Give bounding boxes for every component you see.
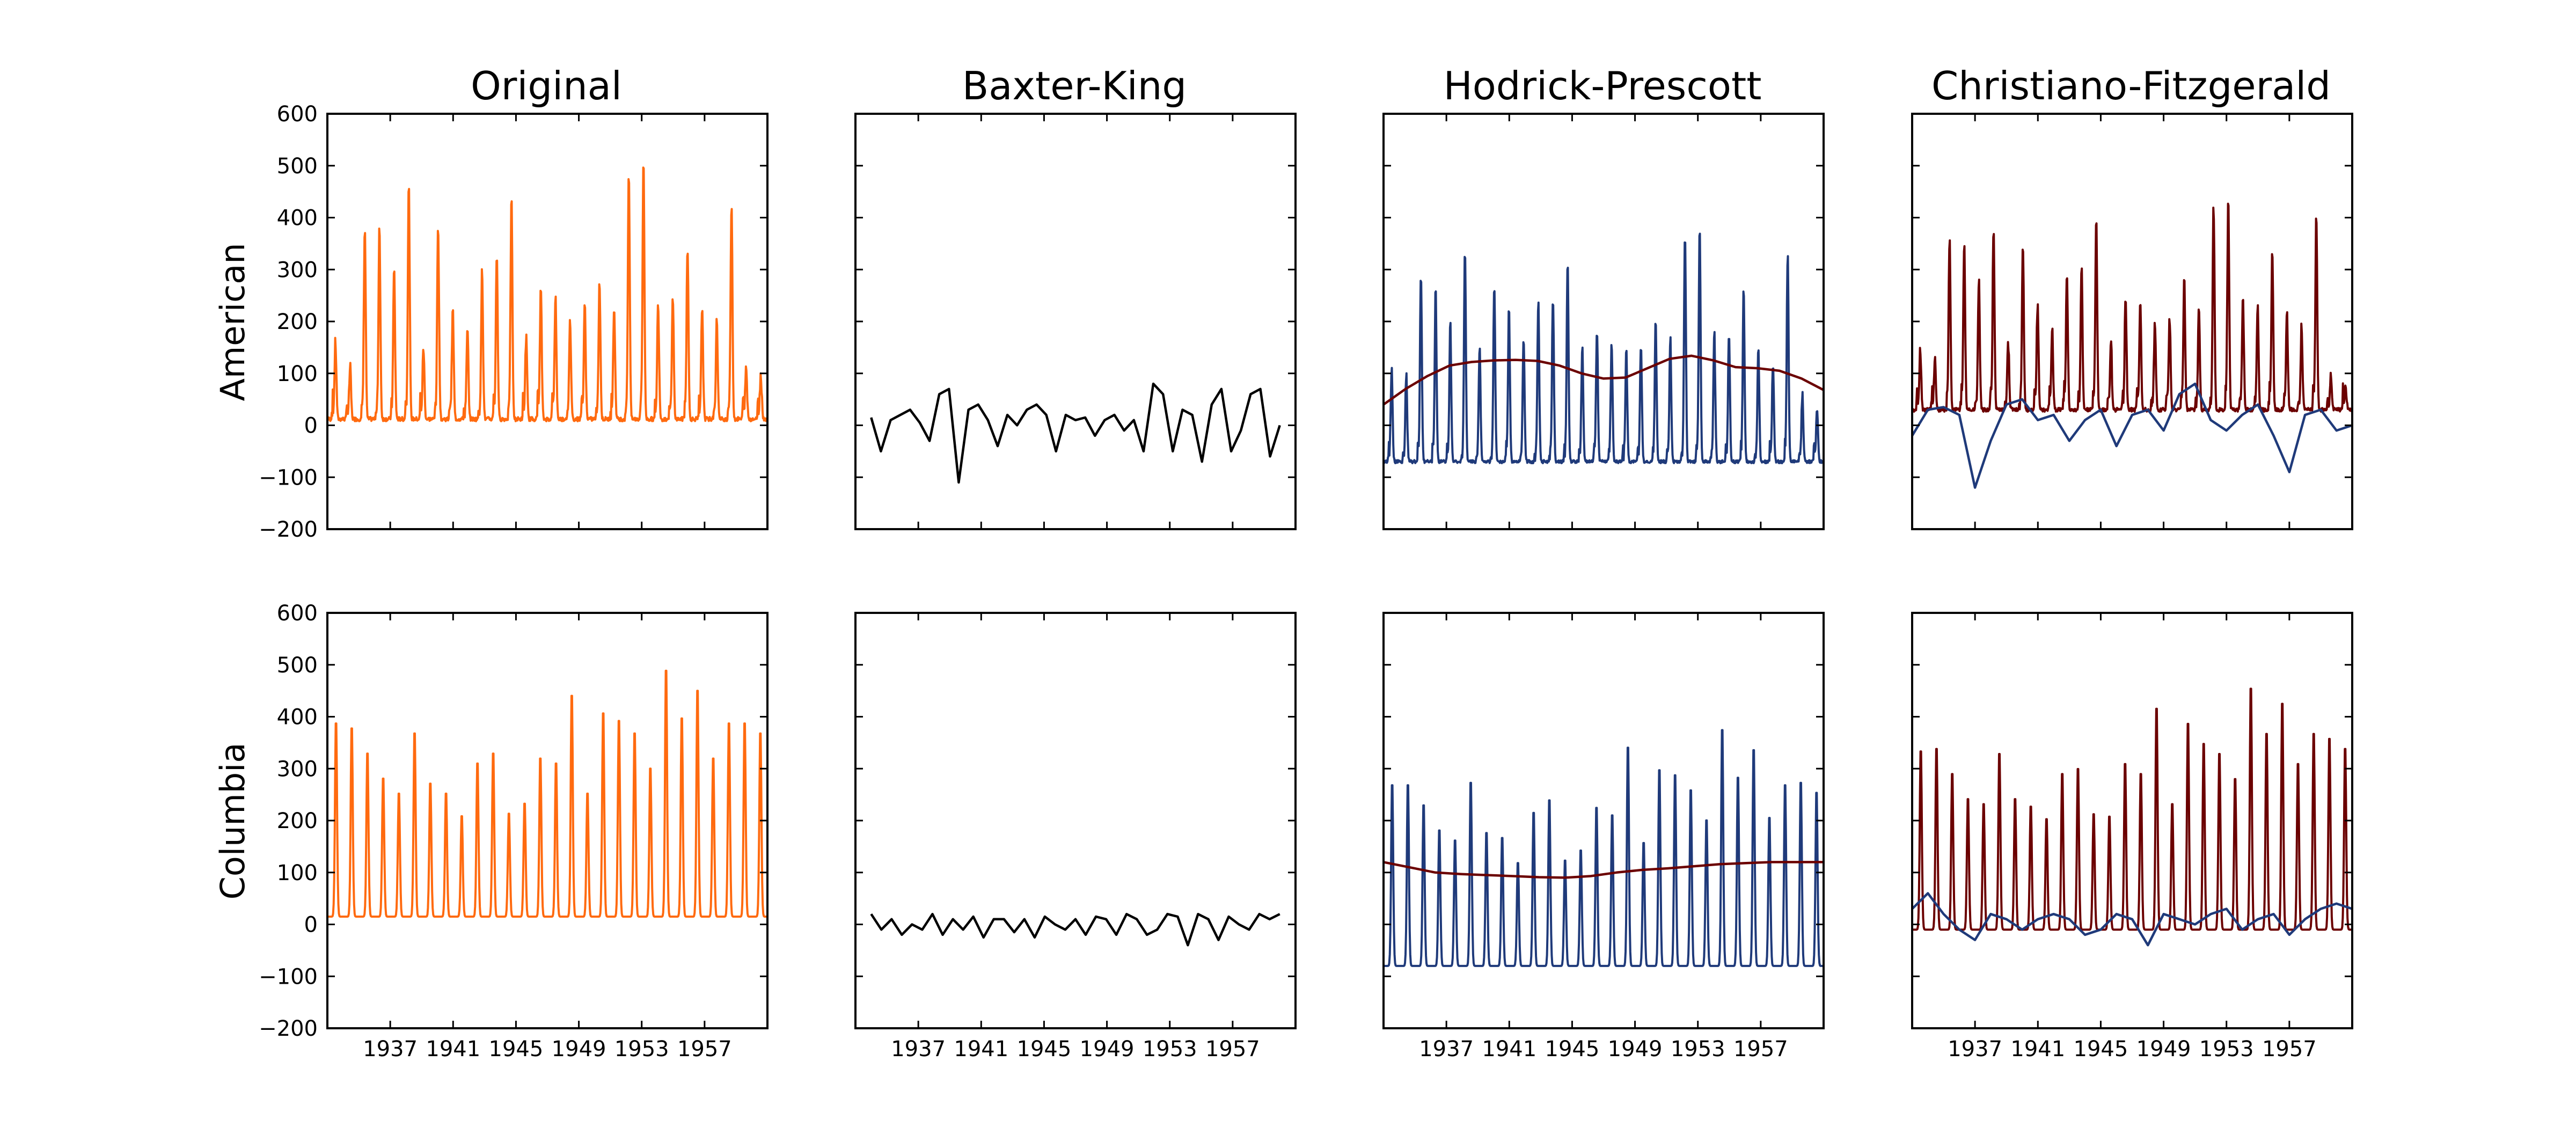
series-line-original (327, 166, 767, 422)
x-tick-label: 1941 (954, 1037, 1008, 1062)
y-tick-label: 600 (277, 102, 318, 127)
panel-columbia-original: −200 −100 0 100 200 300 400 500 600 1937 1941 1945 1… (259, 601, 769, 1062)
y-tick-label: 300 (277, 757, 318, 781)
series-line-trend (1912, 687, 2352, 931)
x-tick-label: 1949 (1080, 1037, 1135, 1062)
y-tick-label: −100 (259, 964, 318, 989)
row-label-columbia: Columbia (213, 743, 252, 900)
x-tick-label: 1953 (614, 1037, 669, 1062)
panel-american-original: −200 −100 0 100 200 300 400 500 600 (259, 102, 769, 542)
x-tick-label: 1945 (2074, 1037, 2128, 1062)
x-tick-label: 1941 (1482, 1037, 1536, 1062)
series-line-hp_cycle (1912, 892, 2352, 947)
x-tick-label: 1937 (1948, 1037, 2002, 1062)
y-tick-label: 100 (277, 362, 318, 386)
y-tick-label: 400 (277, 206, 318, 231)
x-tick-label: 1937 (1419, 1037, 1474, 1062)
column-title-christiano-fitzgerald: Christiano-Fitzgerald (1931, 63, 2331, 108)
series-group (1912, 687, 2352, 947)
y-tick-label: 200 (277, 809, 318, 833)
series-line-trend (1384, 354, 1824, 406)
series-group (1384, 729, 1824, 967)
series-group (1384, 232, 1824, 465)
series-line-cycle (870, 912, 1280, 947)
series-group (1912, 202, 2352, 489)
x-tick-label: 1937 (891, 1037, 946, 1062)
panel-american-baxter-king (854, 113, 1297, 530)
x-tick-label: 1941 (426, 1037, 480, 1062)
series-line-trend (1912, 202, 2352, 413)
x-tick-label: 1957 (677, 1037, 732, 1062)
y-tick-label: −200 (259, 1016, 318, 1041)
series-line-hp_cycle (1384, 729, 1824, 967)
x-tick-label: 1945 (1017, 1037, 1072, 1062)
series-group (327, 669, 767, 918)
y-tick-label: 200 (277, 310, 318, 334)
plot-frame (854, 612, 1297, 1029)
panel-columbia-christiano-fitzgerald: 1937 1941 1945 1949 1953 1957 (1911, 612, 2353, 1062)
series-line-trend (1384, 861, 1824, 879)
y-tick-label: 0 (304, 913, 318, 938)
x-tick-label: 1941 (2010, 1037, 2065, 1062)
plot-frame (854, 113, 1297, 530)
x-tick-label: 1953 (2199, 1037, 2254, 1062)
y-tick-label: −200 (259, 517, 318, 542)
y-tick-label: 300 (277, 258, 318, 282)
x-tick-label: 1945 (489, 1037, 544, 1062)
series-line-original (327, 669, 767, 918)
y-tick-label: 500 (277, 154, 318, 179)
plot-frame (1911, 612, 2353, 1029)
column-title-original: Original (471, 63, 622, 108)
x-tick-label: 1949 (2136, 1037, 2191, 1062)
x-tick-label: 1953 (1143, 1037, 1197, 1062)
y-tick-label: 500 (277, 653, 318, 678)
x-tick-label: 1949 (1608, 1037, 1663, 1062)
series-group (870, 382, 1281, 484)
row-labels: American Columbia (213, 243, 252, 899)
x-tick-label: 1945 (1545, 1037, 1600, 1062)
plot-frame (326, 612, 769, 1029)
series-line-hp_cycle (1384, 232, 1824, 465)
column-title-baxter-king: Baxter-King (962, 63, 1187, 108)
series-line-cycle (870, 382, 1281, 484)
panel-american-hodrick-prescott (1382, 113, 1825, 530)
panels: −200 −100 0 100 200 300 400 500 600 −200 −100 0 100 2… (259, 102, 2353, 1062)
panel-american-christiano-fitzgerald (1911, 113, 2353, 530)
x-tick-label: 1937 (363, 1037, 418, 1062)
x-tick-label: 1957 (1733, 1037, 1788, 1062)
y-tick-label: 100 (277, 861, 318, 885)
plot-frame (1382, 113, 1825, 530)
x-tick-label: 1957 (2262, 1037, 2317, 1062)
series-group (327, 166, 767, 422)
row-label-american: American (213, 243, 252, 401)
y-tick-label: 0 (304, 414, 318, 438)
panel-columbia-baxter-king: 1937 1941 1945 1949 1953 1957 (854, 612, 1297, 1062)
column-titles: Original Baxter-King Hodrick-Prescott Ch… (471, 63, 2331, 108)
x-tick-label: 1957 (1205, 1037, 1260, 1062)
y-tick-label: 400 (277, 705, 318, 730)
x-tick-label: 1949 (552, 1037, 606, 1062)
y-tick-label: −100 (259, 465, 318, 490)
series-line-hp_cycle (1912, 382, 2352, 489)
x-tick-label: 1953 (1671, 1037, 1725, 1062)
column-title-hodrick-prescott: Hodrick-Prescott (1444, 63, 1762, 108)
y-tick-label: 600 (277, 601, 318, 626)
panel-columbia-hodrick-prescott: 1937 1941 1945 1949 1953 1957 (1382, 612, 1825, 1062)
series-group (870, 912, 1280, 947)
